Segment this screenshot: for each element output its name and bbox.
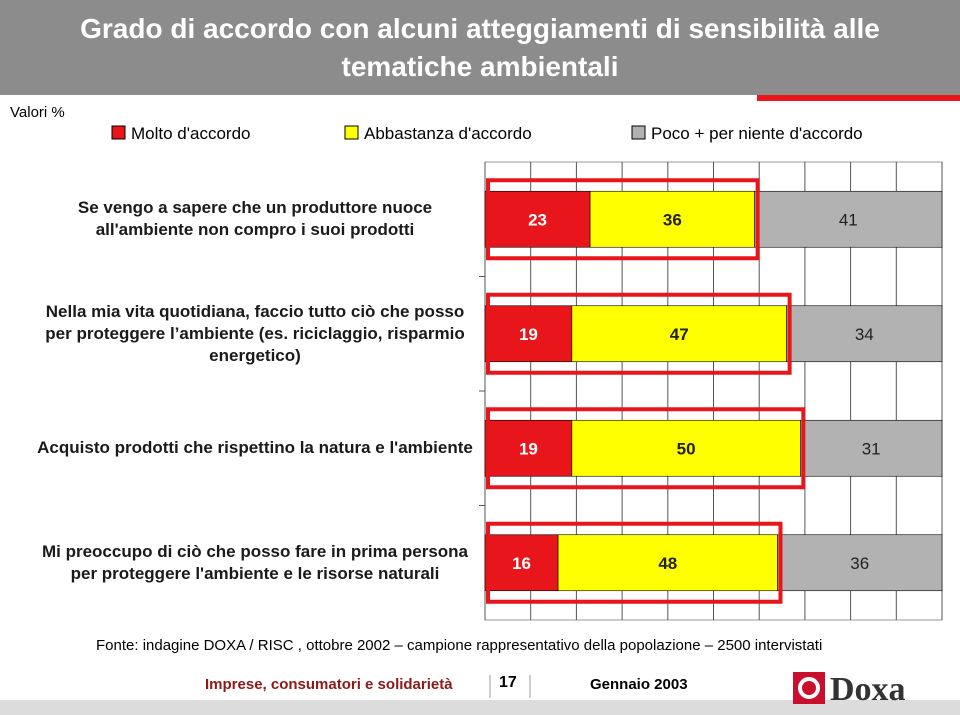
logo-mark bbox=[793, 672, 825, 704]
legend-label: Abbastanza d'accordo bbox=[364, 124, 532, 143]
bar-segment bbox=[484, 190, 591, 248]
legend-label: Molto d'accordo bbox=[131, 124, 250, 143]
title-band bbox=[0, 0, 960, 95]
value-label: 19 bbox=[519, 325, 538, 344]
bar-segment bbox=[786, 305, 943, 363]
page-number: 17 bbox=[499, 674, 517, 691]
value-label: 41 bbox=[839, 210, 858, 229]
bar-segment bbox=[484, 305, 573, 363]
bottom-strip bbox=[0, 700, 960, 715]
accent-strip bbox=[757, 95, 960, 101]
source: Fonte: indagine DOXA / RISC , ottobre 20… bbox=[96, 637, 823, 654]
value-label: 16 bbox=[512, 554, 531, 573]
highlight-box bbox=[486, 292, 792, 375]
value-label: 19 bbox=[519, 439, 538, 458]
legend-label: Poco + per niente d'accordo bbox=[651, 124, 863, 143]
value-label: 23 bbox=[528, 210, 547, 229]
highlight-box bbox=[486, 407, 806, 490]
units-note: Valori % bbox=[10, 104, 65, 121]
bar-segment bbox=[754, 190, 943, 248]
bar-segment bbox=[571, 305, 787, 363]
legend-swatch bbox=[111, 125, 126, 140]
legend-swatch bbox=[344, 125, 359, 140]
category-label: Mi preoccupo di ciò che posso fare in pr… bbox=[41, 541, 469, 583]
highlight-box bbox=[486, 521, 783, 604]
footer-left: Imprese, consumatori e solidarietà bbox=[205, 676, 453, 693]
bar-segment bbox=[484, 419, 573, 477]
highlight-box bbox=[486, 178, 760, 261]
bar-segment bbox=[484, 534, 559, 592]
category-label: Se vengo a sapere che un produttore nuoc… bbox=[77, 198, 433, 240]
value-label: 31 bbox=[862, 439, 881, 458]
bar-segment bbox=[557, 534, 778, 592]
legend-swatch bbox=[631, 125, 646, 140]
value-label: 47 bbox=[670, 325, 689, 344]
value-label: 36 bbox=[850, 554, 869, 573]
bar-segment bbox=[589, 190, 755, 248]
value-label: 34 bbox=[855, 325, 874, 344]
bar-segment bbox=[571, 419, 801, 477]
logo-text: Doxa bbox=[830, 671, 906, 708]
value-label: 48 bbox=[658, 554, 677, 573]
bar-segment bbox=[800, 419, 943, 477]
footer-date: Gennaio 2003 bbox=[590, 676, 688, 693]
category-label: Acquisto prodotti che rispettino la natu… bbox=[37, 438, 473, 458]
logo-icon bbox=[798, 677, 820, 699]
value-label: 36 bbox=[663, 210, 682, 229]
bar-segment bbox=[777, 534, 943, 592]
category-label: Nella mia vita quotidiana, faccio tutto … bbox=[45, 301, 465, 365]
value-label: 50 bbox=[677, 439, 696, 458]
title: Grado di accordo con alcuni atteggiament… bbox=[80, 13, 880, 82]
